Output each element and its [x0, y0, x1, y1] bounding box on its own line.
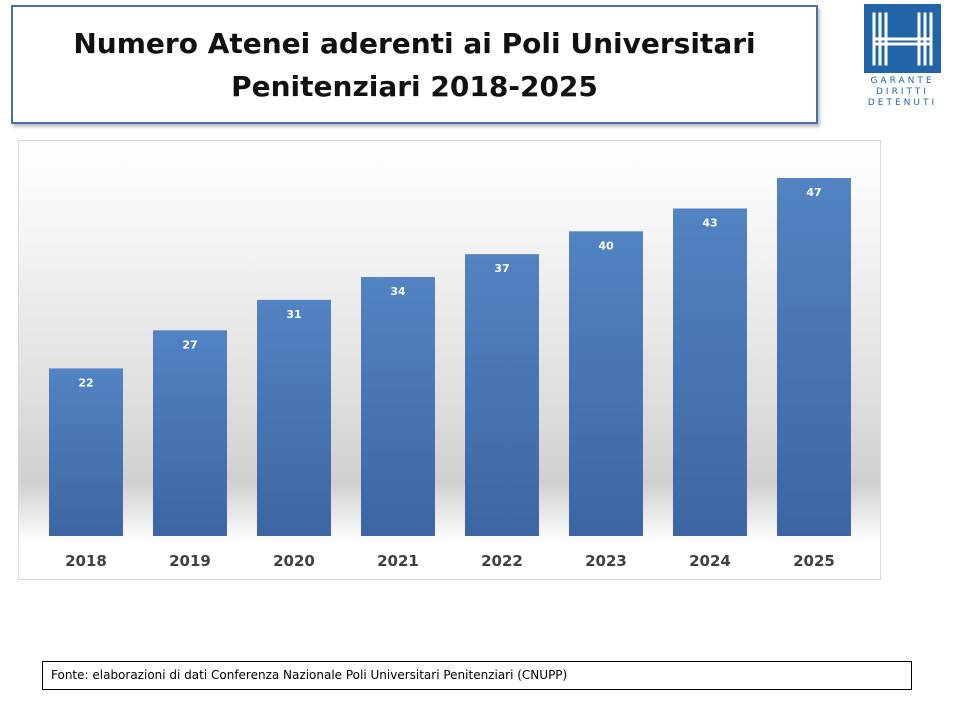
- data-label-2019: 27: [182, 338, 197, 351]
- source-note: Fonte: elaborazioni di dati Conferenza N…: [42, 661, 912, 690]
- x-tick-label-2023: 2023: [585, 552, 627, 570]
- data-label-2018: 22: [78, 376, 93, 389]
- bar-2019: [153, 330, 227, 536]
- logo-text: GARANTE DIRITTI DETENUTI: [864, 76, 941, 109]
- logo-line-garante: GARANTE: [870, 76, 935, 86]
- chart-title: Numero Atenei aderenti ai Poli Universit…: [73, 26, 756, 103]
- data-label-2021: 34: [390, 285, 406, 298]
- bar-2025: [777, 178, 851, 536]
- bar-2020: [257, 299, 331, 536]
- bar-chart: 22 2018 27 2019 31 2020 34 2021 37 2022 40 2023 43 20…: [49, 178, 851, 570]
- data-label-2023: 40: [598, 239, 614, 252]
- data-label-2025: 47: [806, 186, 821, 199]
- data-label-2024: 43: [702, 216, 717, 229]
- title-box: Numero Atenei aderenti ai Poli Universit…: [11, 5, 818, 124]
- logo-line-detenuti: DETENUTI: [867, 98, 938, 108]
- bar-2018: [49, 368, 123, 536]
- bar-2023: [569, 231, 643, 536]
- x-tick-label-2020: 2020: [273, 552, 315, 570]
- x-tick-label-2025: 2025: [793, 552, 835, 570]
- bar-2021: [361, 277, 435, 536]
- data-label-2022: 37: [494, 262, 509, 275]
- x-tick-label-2022: 2022: [481, 552, 523, 570]
- logo-line-diritti: DIRITTI: [876, 87, 929, 97]
- x-tick-label-2018: 2018: [65, 552, 107, 570]
- x-tick-label-2021: 2021: [377, 552, 419, 570]
- garante-h-logo-icon: [864, 4, 941, 73]
- chart-area: 22 2018 27 2019 31 2020 34 2021 37 2022 40 2023 43 20…: [18, 140, 881, 580]
- x-tick-label-2019: 2019: [169, 552, 211, 570]
- data-label-2020: 31: [286, 308, 301, 321]
- bar-2024: [673, 208, 747, 536]
- garante-logo: GARANTE DIRITTI DETENUTI: [864, 4, 941, 110]
- bar-2022: [465, 254, 539, 536]
- x-tick-label-2024: 2024: [689, 552, 731, 570]
